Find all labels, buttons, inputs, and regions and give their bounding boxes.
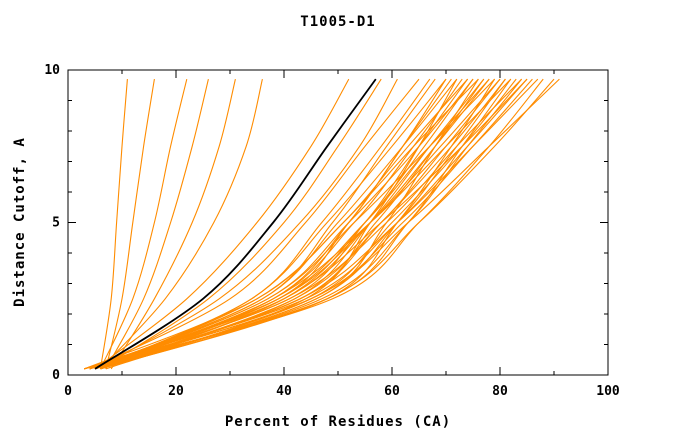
model-curve (99, 78, 263, 370)
model-curve (100, 78, 517, 370)
model-curve (84, 78, 544, 370)
x-tick-label: 20 (168, 384, 184, 399)
model-curve (99, 78, 188, 370)
curves-layer (83, 78, 560, 370)
model-curve (84, 78, 528, 370)
model-curve (94, 78, 479, 370)
x-tick-label: 0 (64, 384, 72, 399)
model-curve (100, 78, 506, 370)
x-tick-label: 80 (492, 384, 508, 399)
model-curve (89, 78, 506, 370)
model-curve (89, 78, 495, 370)
model-curve (100, 78, 485, 370)
model-curve (89, 78, 420, 370)
model-curve (94, 78, 398, 370)
model-curve (94, 78, 490, 370)
x-tick-label: 40 (276, 384, 292, 399)
model-curve (94, 78, 512, 370)
model-curve (84, 78, 490, 370)
y-tick-label: 10 (44, 63, 60, 78)
highlight-curve (94, 78, 377, 370)
model-curve (105, 78, 209, 370)
model-curve (84, 78, 501, 370)
model-curve (84, 78, 512, 370)
model-curve (100, 78, 555, 370)
model-curve (100, 78, 447, 370)
model-curve (94, 78, 350, 370)
model-curve (89, 78, 458, 370)
model-curve (110, 78, 236, 370)
x-tick-label: 60 (384, 384, 400, 399)
model-curve (100, 78, 528, 370)
axis-ticks (67, 69, 609, 376)
model-curve (94, 78, 539, 370)
model-curve (94, 78, 452, 370)
x-axis-label: Percent of Residues (CA) (224, 414, 452, 430)
model-curve (89, 78, 485, 370)
model-curve (83, 78, 479, 370)
model-curve (89, 78, 560, 370)
y-tick-label: 5 (52, 216, 60, 231)
x-tick-label: 100 (596, 384, 620, 399)
y-tick-label: 0 (52, 368, 60, 383)
chart-title: T1005-D1 (300, 14, 376, 30)
model-curve (94, 78, 431, 370)
model-curve (100, 78, 382, 370)
model-curve (99, 79, 128, 369)
model-curve (105, 79, 155, 370)
model-curve (94, 78, 523, 370)
